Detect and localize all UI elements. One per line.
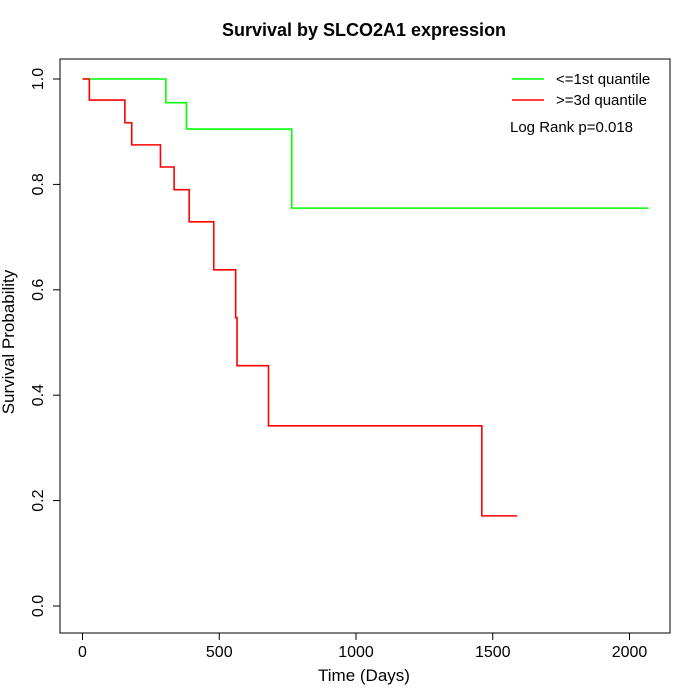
y-tick-label: 0.0 <box>30 595 47 617</box>
x-axis-label: Time (Days) <box>318 666 410 685</box>
y-tick-label: 0.6 <box>30 279 47 301</box>
y-tick-label: 0.8 <box>30 173 47 195</box>
legend-label: <=1st quantile <box>556 71 650 88</box>
x-tick-label: 0 <box>78 644 87 661</box>
series-layer <box>82 78 649 517</box>
x-tick-label: 1000 <box>338 644 374 661</box>
legend-label: >=3d quantile <box>556 92 647 109</box>
series-line-1 <box>82 78 649 209</box>
x-tick-label: 500 <box>206 644 233 661</box>
x-tick-label: 2000 <box>612 644 648 661</box>
y-axis-label: Survival Probability <box>0 269 18 414</box>
x-tick-label: 1500 <box>475 644 511 661</box>
y-axis: 0.0 0.2 0.4 0.6 0.8 1.0 <box>30 68 61 617</box>
series-line-2 <box>82 78 518 517</box>
x-axis: 0 500 1000 1500 2000 <box>78 632 648 661</box>
chart-title: Survival by SLCO2A1 expression <box>222 20 506 40</box>
y-tick-label: 1.0 <box>30 68 47 90</box>
y-tick-label: 0.4 <box>30 384 47 406</box>
log-rank-annotation: Log Rank p=0.018 <box>510 119 633 136</box>
legend: <=1st quantile >=3d quantile <box>512 71 650 109</box>
y-tick-label: 0.2 <box>30 489 47 511</box>
